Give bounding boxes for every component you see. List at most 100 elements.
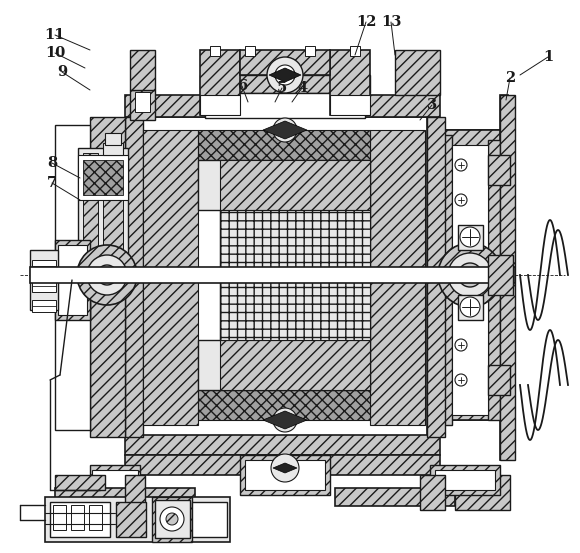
Circle shape [438,243,502,307]
Bar [458,295,483,320]
Text: 12: 12 [356,15,376,29]
Circle shape [455,339,467,351]
Bar [78,148,128,258]
Bar [240,455,330,495]
Bar [500,95,508,460]
Circle shape [455,374,467,386]
Bar [89,505,102,530]
Bar [83,160,123,195]
Bar [198,130,370,160]
Bar [488,140,500,420]
Bar [245,46,255,56]
Bar [210,46,220,56]
Bar [370,130,425,425]
Polygon shape [330,95,370,115]
Bar [192,502,227,537]
Circle shape [97,265,117,285]
Bar [103,153,123,253]
Circle shape [458,263,482,287]
Bar [116,502,146,537]
Text: 8: 8 [47,156,57,170]
Circle shape [273,118,297,142]
Bar [45,497,230,542]
Bar [55,125,90,430]
Bar [488,255,513,295]
Bar [430,465,500,495]
Bar [30,250,58,310]
Bar [198,160,370,390]
Bar [500,95,515,460]
Text: 5: 5 [277,81,287,95]
Bar [90,465,140,500]
Bar [440,135,452,425]
Bar [152,497,192,542]
Bar [78,155,128,200]
Circle shape [77,245,137,305]
Bar [508,110,512,450]
Bar [135,92,150,112]
Bar [92,470,138,495]
Text: 11: 11 [45,28,65,42]
Circle shape [267,57,303,93]
Circle shape [273,408,297,432]
Bar [240,50,330,75]
Circle shape [460,227,480,247]
Bar [130,50,155,90]
Bar [305,46,315,56]
Bar [220,210,370,340]
Bar [125,435,440,455]
Bar [488,155,510,185]
Bar [200,75,370,93]
Circle shape [455,194,467,206]
Polygon shape [440,130,500,420]
Text: 6: 6 [237,79,247,93]
Bar [440,130,500,150]
Text: 7: 7 [47,176,57,190]
Bar [58,245,87,315]
Bar [32,300,56,312]
Bar [125,117,143,437]
Circle shape [448,253,492,297]
Circle shape [271,454,299,482]
Bar [458,225,483,250]
Circle shape [160,507,184,531]
Polygon shape [200,95,240,115]
Circle shape [166,513,178,525]
Bar [55,488,195,506]
Bar [53,505,66,530]
Bar [440,400,500,420]
Bar [71,505,84,530]
Bar [455,475,510,510]
Bar [220,160,370,210]
Bar [83,153,98,253]
Bar [50,502,110,537]
Circle shape [87,255,127,295]
Polygon shape [263,411,307,429]
Bar [395,50,440,95]
Polygon shape [263,121,307,139]
Circle shape [275,65,295,85]
Bar [200,50,240,115]
Bar [130,90,155,120]
Polygon shape [269,68,301,82]
Bar [435,470,495,490]
Bar [205,93,365,118]
Bar [143,117,427,437]
Bar [220,340,370,390]
Text: 4: 4 [297,81,307,95]
Text: 2: 2 [505,71,515,85]
Bar [55,240,90,320]
Bar [125,455,440,475]
Bar [55,475,105,490]
Bar [335,488,455,506]
Bar [32,260,56,272]
Polygon shape [198,160,370,390]
Bar [350,46,360,56]
Bar [125,475,145,510]
Bar [103,143,123,155]
Text: 3: 3 [427,98,437,112]
Text: 13: 13 [381,15,401,29]
Circle shape [103,271,111,279]
Bar [330,50,370,115]
Bar [30,267,515,283]
